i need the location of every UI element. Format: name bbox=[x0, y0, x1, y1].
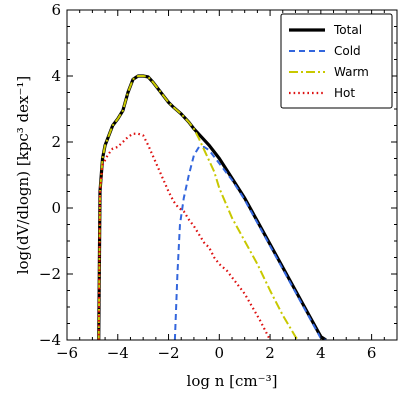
x-tick-label: 0 bbox=[215, 344, 225, 362]
legend-frame bbox=[280, 13, 393, 109]
y-tick-label: 4 bbox=[51, 67, 61, 85]
x-tick-label: −4 bbox=[107, 344, 129, 362]
series-line-total bbox=[97, 74, 327, 340]
legend-label-cold: Cold bbox=[334, 44, 361, 58]
x-tick-label: −6 bbox=[56, 344, 78, 362]
ticks-layer bbox=[66, 9, 398, 341]
x-tick-label: 4 bbox=[316, 344, 326, 362]
series-line-warm bbox=[97, 75, 299, 340]
legend-label-warm: Warm bbox=[334, 65, 369, 79]
x-tick-label: 2 bbox=[265, 344, 275, 362]
y-tick-label: 2 bbox=[51, 133, 61, 151]
legend-label-hot: Hot bbox=[334, 86, 355, 100]
legend-label-total: Total bbox=[333, 23, 362, 37]
series-line-cold bbox=[173, 145, 327, 340]
legend: Total Cold Warm Hot bbox=[280, 13, 393, 109]
series-layer bbox=[97, 74, 327, 340]
y-tick-label: 0 bbox=[51, 199, 61, 217]
x-tick-label: 6 bbox=[367, 344, 377, 362]
series-line-hot bbox=[97, 132, 272, 340]
x-tick-label: −2 bbox=[157, 344, 179, 362]
y-axis-title: log(dV/dlogn) [kpc³ dex⁻¹] bbox=[14, 76, 32, 275]
x-axis-title: log n [cm⁻³] bbox=[187, 372, 278, 390]
y-tick-label: −2 bbox=[39, 265, 61, 283]
y-tick-label: 6 bbox=[51, 1, 61, 19]
y-tick-label: −4 bbox=[39, 331, 61, 349]
x-tick-labels: −6 −4 −2 0 2 4 6 bbox=[56, 344, 376, 362]
y-tick-labels: −4 −2 0 2 4 6 bbox=[39, 1, 61, 349]
